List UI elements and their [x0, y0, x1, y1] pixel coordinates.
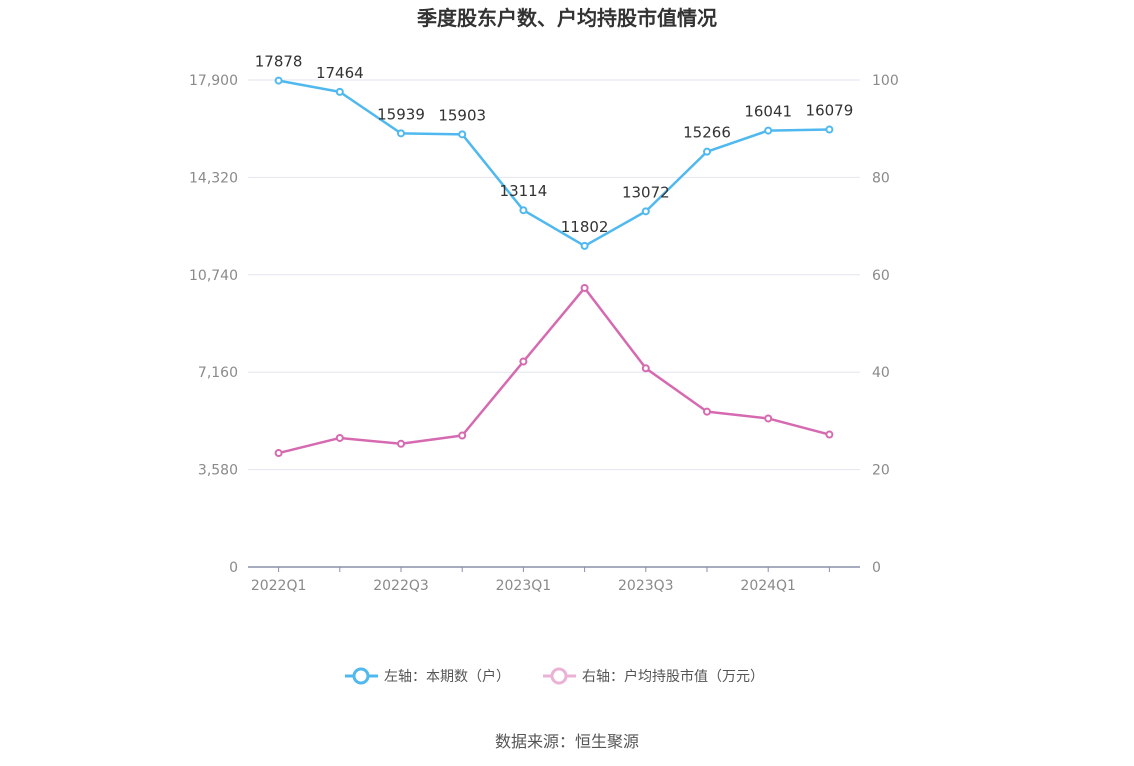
series-layer: 17878 17464 15939 15903 13114 11802 13072 15266… [255, 53, 854, 458]
series-line-right [278, 286, 830, 455]
right-tick-label: 80 [872, 170, 890, 186]
data-label: 16079 [806, 102, 854, 120]
data-point[interactable] [825, 430, 834, 439]
grid [248, 79, 860, 471]
data-point[interactable] [335, 87, 344, 96]
data-label: 17878 [255, 53, 303, 71]
data-point[interactable] [519, 357, 528, 366]
data-point[interactable] [703, 407, 711, 416]
data-point[interactable] [274, 449, 283, 458]
data-point[interactable] [397, 129, 405, 138]
data-label: 15939 [377, 105, 425, 123]
data-point[interactable] [764, 126, 773, 135]
left-tick-label: 0 [229, 560, 238, 576]
right-tick-label: 20 [872, 463, 890, 479]
data-label: 17464 [316, 64, 364, 82]
data-point[interactable] [641, 364, 650, 373]
data-point[interactable] [641, 207, 650, 216]
data-point[interactable] [335, 433, 344, 442]
data-label: 15903 [438, 106, 486, 124]
right-tick-label: 0 [872, 560, 881, 576]
series-line-left [278, 79, 830, 248]
right-axis: 0 20 40 60 80 100 [872, 73, 899, 576]
left-tick-label: 14,320 [189, 170, 238, 186]
x-tick-label: 2024Q1 [740, 578, 796, 594]
data-label: 16041 [744, 103, 792, 121]
x-axis: 2022Q1 2022Q3 2023Q1 2023Q3 2024Q1 [248, 566, 860, 594]
data-point[interactable] [458, 130, 467, 139]
data-point[interactable] [519, 206, 528, 215]
data-point[interactable] [703, 147, 711, 156]
x-tick-label: 2022Q3 [373, 578, 429, 594]
left-axis: 0 3,580 7,160 10,740 14,320 17,900 [189, 73, 238, 576]
legend-marker-left-series-dot [352, 667, 370, 685]
data-point[interactable] [458, 431, 467, 440]
right-tick-label: 100 [872, 73, 899, 89]
data-label: 13072 [622, 183, 670, 201]
left-tick-label: 3,580 [198, 463, 238, 479]
chart-title: 季度股东户数、户均持股市值情况 [416, 6, 717, 30]
source-note: 数据来源：恒生聚源 [495, 732, 639, 751]
data-point[interactable] [825, 125, 834, 134]
left-tick-label: 10,740 [189, 268, 238, 284]
x-tick-label: 2023Q1 [496, 578, 552, 594]
data-label: 13114 [500, 182, 548, 200]
left-tick-label: 7,160 [198, 365, 238, 381]
legend-item-right-series[interactable]: 右轴：户均持股市值（万元） [543, 667, 764, 685]
data-point[interactable] [274, 76, 283, 85]
legend-marker-right-series-dot [550, 667, 568, 685]
legend-item-left-series[interactable]: 左轴：本期数（户） [345, 667, 510, 685]
data-label: 15266 [683, 124, 731, 142]
left-tick-label: 17,900 [189, 73, 238, 89]
data-point[interactable] [580, 283, 589, 292]
data-point[interactable] [764, 414, 773, 423]
data-point[interactable] [580, 241, 589, 250]
x-tick-label: 2023Q3 [618, 578, 674, 594]
legend-label-right-series: 右轴：户均持股市值（万元） [582, 668, 764, 685]
data-point[interactable] [397, 439, 405, 448]
x-tick-label: 2022Q1 [251, 578, 307, 594]
legend: 左轴：本期数（户） 右轴：户均持股市值（万元） [345, 667, 764, 685]
right-tick-label: 60 [872, 268, 890, 284]
data-label: 11802 [561, 218, 609, 236]
right-tick-label: 40 [872, 365, 890, 381]
legend-label-left-series: 左轴：本期数（户） [384, 668, 510, 685]
